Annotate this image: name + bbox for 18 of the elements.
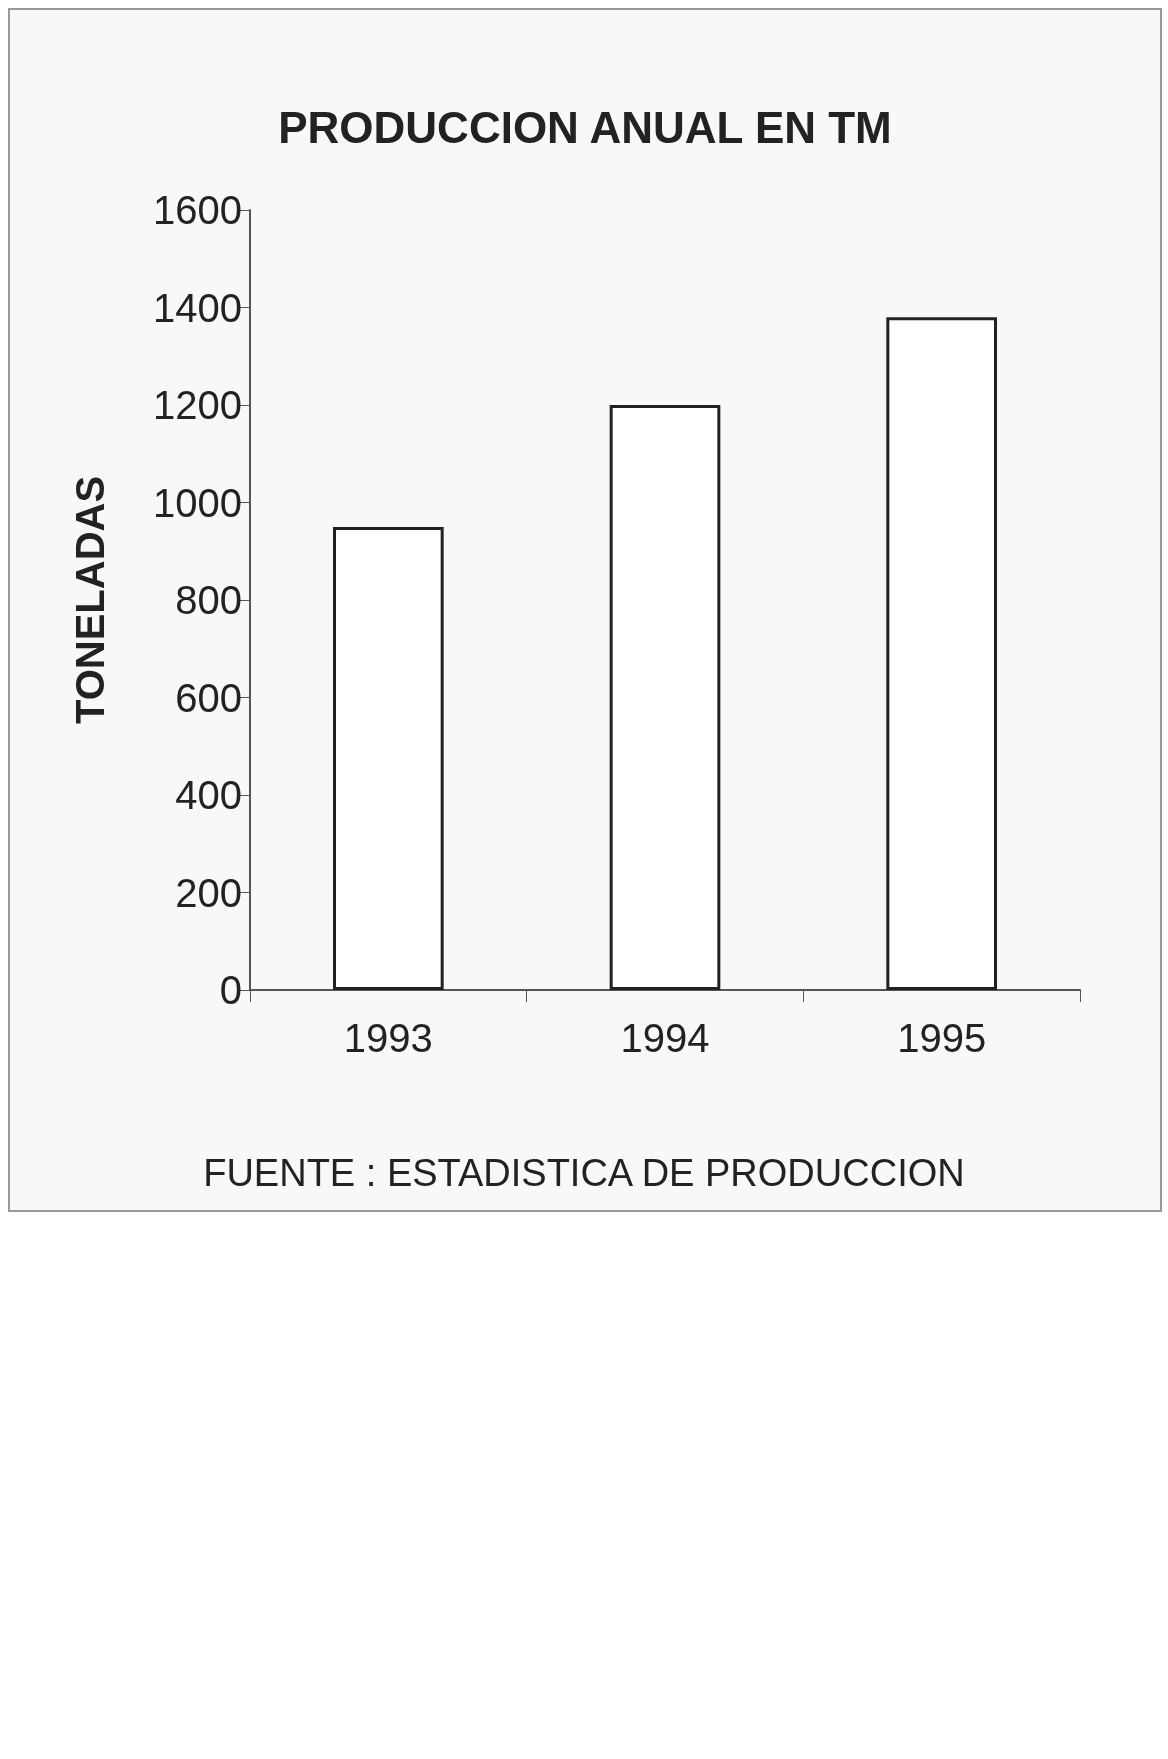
y-tick-label: 400 bbox=[175, 773, 242, 817]
source-note: FUENTE : ESTADISTICA DE PRODUCCION bbox=[203, 1152, 965, 1194]
y-tick-label: 1000 bbox=[153, 480, 242, 525]
y-tick-label: 1600 bbox=[153, 188, 242, 232]
y-tick-label: 200 bbox=[175, 870, 242, 915]
y-tick-label: 600 bbox=[175, 675, 242, 720]
y-tick-label: 0 bbox=[219, 968, 242, 1012]
y-tick-label: 1400 bbox=[153, 285, 242, 330]
x-tick-label: 1995 bbox=[897, 1016, 987, 1060]
y-tick-label: 1200 bbox=[153, 383, 242, 427]
chart-title: PRODUCCION ANUAL EN TM bbox=[278, 102, 892, 152]
x-tick-label: 1994 bbox=[620, 1016, 710, 1060]
y-tick-label: 800 bbox=[175, 578, 242, 622]
bar bbox=[886, 317, 997, 990]
bar bbox=[609, 405, 721, 990]
bar bbox=[333, 526, 444, 990]
y-axis-title: TONELADAS bbox=[68, 475, 112, 725]
x-tick-label: 1993 bbox=[343, 1016, 433, 1060]
